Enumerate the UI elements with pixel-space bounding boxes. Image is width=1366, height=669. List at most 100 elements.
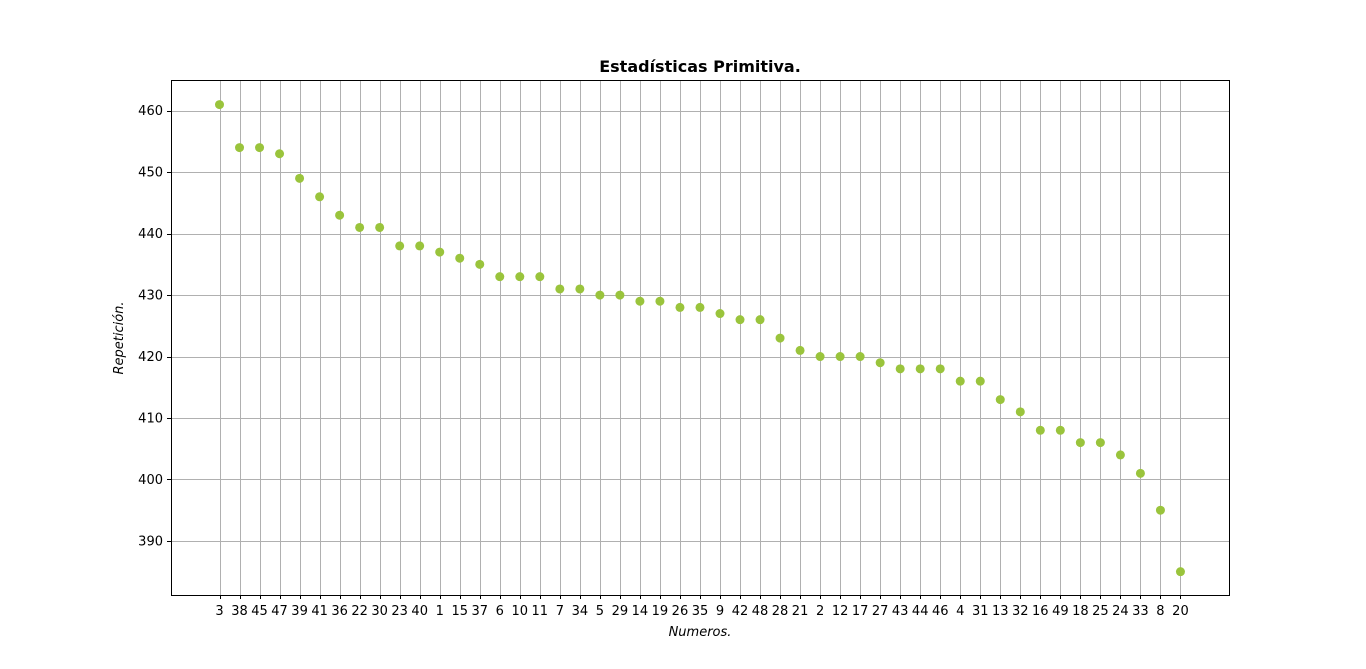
- x-tick-label: 30: [371, 604, 388, 619]
- x-tick-label: 34: [572, 604, 589, 619]
- data-point: [675, 302, 685, 312]
- y-tick-label: 440: [138, 227, 163, 242]
- x-tick-label: 41: [311, 604, 328, 619]
- x-tick-label: 2: [816, 604, 824, 619]
- data-point: [575, 284, 585, 294]
- x-tick-label: 22: [351, 604, 368, 619]
- x-tick-label: 7: [556, 604, 564, 619]
- x-tick-label: 36: [331, 604, 348, 619]
- x-tick-label: 12: [832, 604, 849, 619]
- data-point: [775, 333, 785, 343]
- x-tick-label: 45: [251, 604, 268, 619]
- x-tick-label: 31: [972, 604, 989, 619]
- data-point: [335, 210, 345, 220]
- x-tick-label: 37: [471, 604, 488, 619]
- x-axis-label: Numeros.: [669, 625, 732, 640]
- data-point: [1115, 450, 1125, 460]
- data-point: [1035, 425, 1045, 435]
- x-tick-label: 5: [596, 604, 604, 619]
- x-tick-label: 8: [1156, 604, 1164, 619]
- x-axis-ticks: 3 38 45 47 39 41 36 22 30 23 40 1 15 37 6 10 11 7 34 5 29 14 1…: [215, 595, 1189, 619]
- x-tick-label: 21: [792, 604, 809, 619]
- data-point: [1055, 425, 1065, 435]
- y-tick-label: 430: [138, 289, 163, 304]
- x-tick-label: 11: [532, 604, 549, 619]
- x-tick-label: 32: [1012, 604, 1029, 619]
- data-point: [995, 395, 1005, 405]
- x-tick-label: 16: [1032, 604, 1049, 619]
- data-point: [955, 376, 965, 386]
- x-tick-label: 14: [632, 604, 649, 619]
- data-point: [695, 302, 705, 312]
- data-points: [215, 100, 1185, 577]
- data-point: [235, 143, 245, 153]
- data-point: [535, 272, 545, 282]
- x-tick-label: 44: [912, 604, 929, 619]
- data-point: [635, 296, 645, 306]
- data-point: [515, 272, 525, 282]
- data-point: [215, 100, 224, 110]
- x-tick-label: 28: [772, 604, 789, 619]
- data-point: [655, 296, 665, 306]
- data-point: [755, 315, 765, 325]
- data-point: [935, 364, 945, 374]
- data-point: [255, 143, 265, 153]
- data-point: [595, 290, 605, 300]
- chart-title: Estadísticas Primitiva.: [599, 57, 801, 76]
- x-tick-label: 17: [852, 604, 869, 619]
- x-tick-label: 35: [692, 604, 709, 619]
- data-point: [435, 247, 445, 257]
- x-tick-label: 39: [291, 604, 308, 619]
- y-tick-label: 400: [138, 473, 163, 488]
- data-point: [1015, 407, 1025, 417]
- x-tick-label: 33: [1132, 604, 1149, 619]
- x-tick-label: 40: [411, 604, 428, 619]
- data-point: [455, 253, 465, 263]
- data-point: [795, 345, 805, 355]
- data-point: [275, 149, 285, 159]
- data-point: [815, 352, 825, 362]
- data-point: [415, 241, 425, 251]
- data-point: [1175, 567, 1185, 577]
- x-tick-label: 6: [496, 604, 504, 619]
- data-point: [295, 173, 305, 183]
- x-tick-label: 18: [1072, 604, 1089, 619]
- data-point: [615, 290, 625, 300]
- x-tick-label: 25: [1092, 604, 1109, 619]
- x-tick-label: 4: [956, 604, 964, 619]
- data-point: [555, 284, 565, 294]
- data-point: [915, 364, 925, 374]
- data-point: [395, 241, 405, 251]
- data-point: [375, 222, 385, 232]
- data-point: [975, 376, 985, 386]
- data-point: [1095, 438, 1105, 448]
- data-point: [315, 192, 325, 202]
- data-point: [355, 222, 365, 232]
- x-tick-label: 29: [612, 604, 629, 619]
- data-point: [735, 315, 745, 325]
- x-tick-label: 26: [672, 604, 689, 619]
- x-tick-label: 27: [872, 604, 889, 619]
- x-tick-label: 49: [1052, 604, 1069, 619]
- x-tick-label: 10: [512, 604, 529, 619]
- x-tick-label: 9: [716, 604, 724, 619]
- data-point: [895, 364, 905, 374]
- x-tick-label: 3: [215, 604, 223, 619]
- data-point: [855, 352, 865, 362]
- y-tick-label: 460: [138, 104, 163, 119]
- x-tick-label: 47: [271, 604, 288, 619]
- data-point: [835, 352, 845, 362]
- y-tick-label: 420: [138, 350, 163, 365]
- x-tick-label: 24: [1112, 604, 1129, 619]
- y-axis-label: Repetición.: [112, 301, 127, 374]
- y-tick-label: 390: [138, 534, 163, 549]
- y-tick-label: 410: [138, 412, 163, 427]
- data-point: [1075, 438, 1085, 448]
- x-tick-label: 46: [932, 604, 949, 619]
- x-tick-label: 38: [231, 604, 248, 619]
- x-tick-label: 43: [892, 604, 909, 619]
- x-tick-label: 13: [992, 604, 1009, 619]
- data-point: [1155, 505, 1165, 515]
- data-point: [495, 272, 505, 282]
